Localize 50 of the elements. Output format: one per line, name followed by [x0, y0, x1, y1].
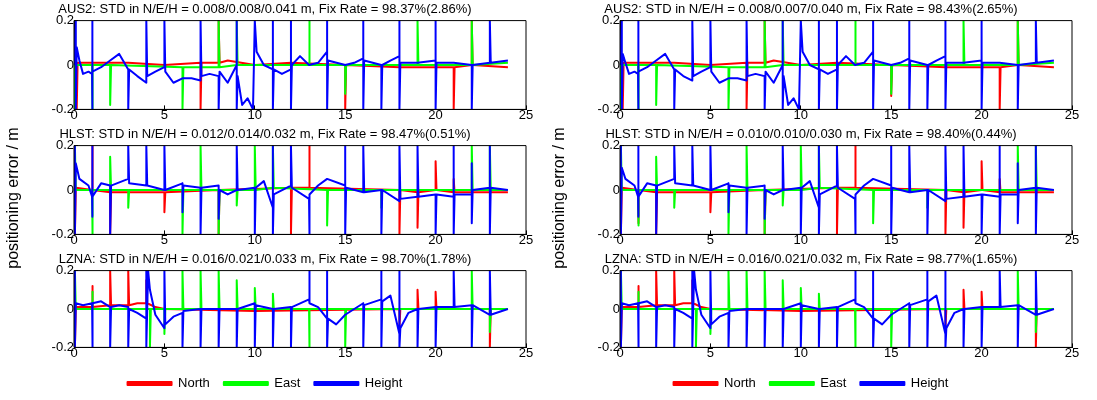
x-tick-label: 25: [518, 231, 534, 247]
x-tick-label: 25: [1064, 106, 1080, 122]
y-tick-label: 0: [66, 181, 74, 197]
x-tick-label: 5: [160, 344, 169, 360]
y-tick-label: 0: [612, 300, 620, 316]
x-tick-label: 10: [247, 231, 263, 247]
y-tick-label: 0.2: [55, 262, 74, 278]
x-tick-label: 25: [1064, 231, 1080, 247]
x-tick-label: 5: [706, 106, 715, 122]
legend-label: East: [820, 375, 847, 391]
y-axis-title: positioning error / m: [550, 126, 568, 269]
x-tick-label: 20: [428, 231, 443, 247]
x-tick-label: 15: [337, 106, 353, 122]
y-axis-title: positioning error / m: [4, 126, 22, 269]
y-tick-label: 0: [612, 56, 620, 72]
x-tick-label: 20: [974, 344, 989, 360]
x-tick-label: 5: [706, 231, 715, 247]
x-tick-label: 10: [247, 106, 263, 122]
y-tick-label: 0: [66, 300, 74, 316]
legend-label: North: [178, 375, 210, 391]
x-tick-label: 20: [428, 106, 443, 122]
legend-label: Height: [364, 375, 403, 391]
x-tick-label: 15: [883, 231, 899, 247]
x-tick-label: 10: [793, 344, 809, 360]
x-tick-label: 25: [1064, 344, 1080, 360]
x-tick-label: 10: [793, 106, 809, 122]
x-tick-label: 20: [974, 231, 989, 247]
x-tick-label: 5: [160, 106, 169, 122]
legend-label: East: [274, 375, 301, 391]
x-tick-label: 15: [337, 344, 353, 360]
x-tick-label: 10: [247, 344, 263, 360]
x-tick-label: 15: [883, 344, 899, 360]
y-tick-label: 0: [612, 181, 620, 197]
legend-label: North: [724, 375, 756, 391]
x-tick-label: 20: [974, 106, 989, 122]
x-tick-label: 20: [428, 344, 443, 360]
legend-label: Height: [910, 375, 949, 391]
x-tick-label: 15: [337, 231, 353, 247]
x-tick-label: 5: [160, 231, 169, 247]
x-tick-label: 10: [793, 231, 809, 247]
y-tick-label: 0.2: [55, 137, 74, 153]
y-tick-label: 0.2: [601, 262, 620, 278]
x-tick-label: 5: [706, 344, 715, 360]
y-tick-label: 0: [66, 56, 74, 72]
x-tick-label: 25: [518, 344, 534, 360]
y-tick-label: 0.2: [601, 137, 620, 153]
x-tick-label: 15: [883, 106, 899, 122]
y-tick-label: 0.2: [601, 12, 620, 28]
x-tick-label: 25: [518, 106, 534, 122]
y-tick-label: 0.2: [55, 12, 74, 28]
